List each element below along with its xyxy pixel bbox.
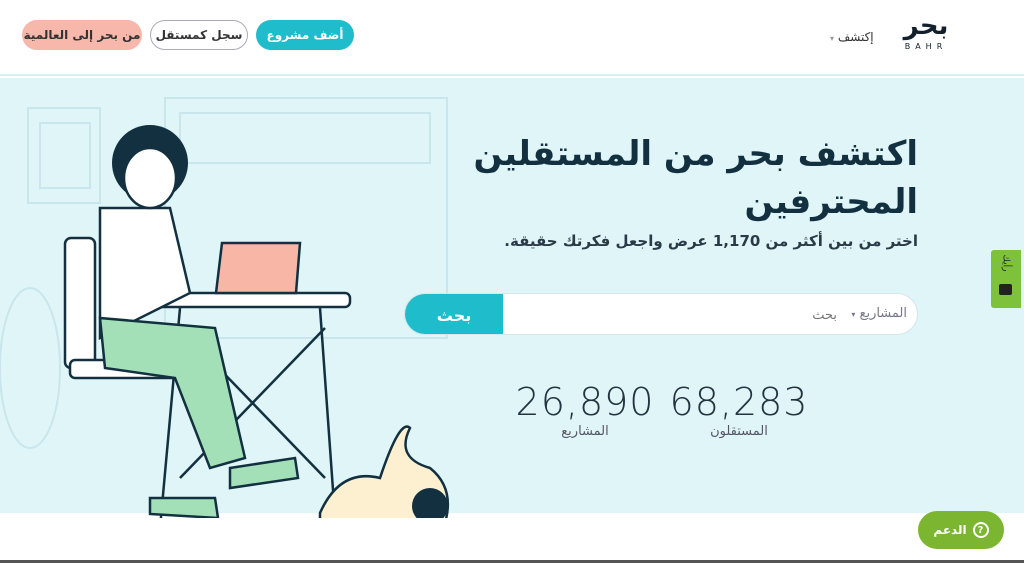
freelancer-illustration bbox=[0, 97, 450, 518]
stat-projects: 26,890 المشاريع bbox=[515, 380, 655, 439]
support-button[interactable]: الدعم ? bbox=[918, 511, 1004, 549]
feedback-tab[interactable]: رأيك bbox=[991, 250, 1021, 308]
header: بحر BAHR ▾ إكتشف أضف مشروع سجل كمستقل من… bbox=[0, 0, 1024, 76]
explore-menu[interactable]: ▾ إكتشف bbox=[830, 30, 874, 44]
bahr-global-button[interactable]: من بحر إلى العالمية bbox=[22, 20, 142, 50]
search-bar: بحث المشاريع ▾ bbox=[404, 293, 918, 335]
hero-title: اكتشف بحر من المستقلين المحترفين bbox=[473, 134, 919, 222]
search-input[interactable] bbox=[537, 294, 837, 334]
search-button[interactable]: بحث bbox=[405, 294, 503, 334]
add-project-button[interactable]: أضف مشروع bbox=[256, 20, 354, 50]
category-select[interactable]: المشاريع ▾ bbox=[851, 306, 907, 321]
chevron-down-icon: ▾ bbox=[830, 34, 835, 43]
register-freelancer-button[interactable]: سجل كمستقل bbox=[150, 20, 248, 50]
divider bbox=[0, 560, 1024, 563]
feedback-face-icon bbox=[999, 284, 1012, 295]
stat-freelancers: 68,283 المستقلون bbox=[669, 380, 809, 439]
logo[interactable]: بحر BAHR bbox=[903, 11, 949, 51]
chevron-down-icon: ▾ bbox=[851, 310, 856, 319]
question-icon: ? bbox=[972, 522, 989, 538]
hero-subtitle: اختر من بين أكثر من 1,170 عرض واجعل فكرت… bbox=[504, 232, 918, 250]
